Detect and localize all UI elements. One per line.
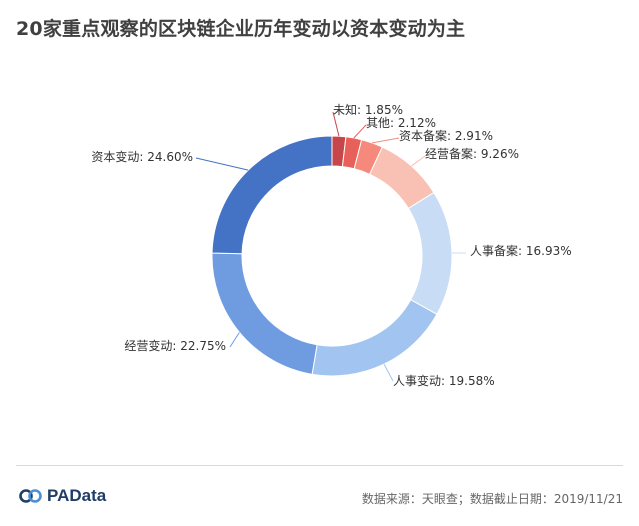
- slice-label: 未知: 1.85%: [333, 103, 403, 117]
- label-leader-line: [229, 332, 240, 348]
- slice-label: 经营备案: 9.26%: [425, 146, 519, 161]
- slice-label: 资本变动: 24.60%: [91, 149, 193, 164]
- label-leader-lines: [195, 111, 467, 382]
- chart-title: 20家重点观察的区块链企业历年变动以资本变动为主: [16, 18, 466, 40]
- slice-label: 人事变动: 19.58%: [393, 373, 495, 388]
- label-leader-line: [353, 124, 367, 139]
- padata-logo-icon: [19, 489, 42, 503]
- label-leader-line: [383, 363, 394, 382]
- label-leader-line: [372, 137, 400, 144]
- brand-name: PAData: [47, 486, 107, 505]
- data-source-note: 数据来源：天眼查；数据截止日期：2019/11/21: [361, 492, 623, 506]
- slice-labels: 未知: 1.85%其他: 2.12%资本备案: 2.91% 经营备案: 9.26%…: [91, 103, 571, 388]
- label-leader-line: [411, 155, 426, 167]
- slice-label: 人事备案: 16.93%: [470, 243, 572, 258]
- label-leader-line: [332, 111, 340, 137]
- donut-slice: [211, 252, 318, 375]
- donut-slice: [311, 299, 438, 377]
- footer-divider: [16, 465, 623, 466]
- slice-label: 经营变动: 22.75%: [124, 338, 226, 353]
- donut-slice: [211, 135, 333, 255]
- label-leader-line: [195, 157, 249, 171]
- slice-label: 资本备案: 2.91%: [399, 128, 493, 143]
- donut-slice: [407, 191, 453, 315]
- donut-slices: [211, 135, 453, 377]
- slice-label: 其他: 2.12%: [366, 116, 436, 130]
- brand-logo: PAData: [18, 486, 106, 506]
